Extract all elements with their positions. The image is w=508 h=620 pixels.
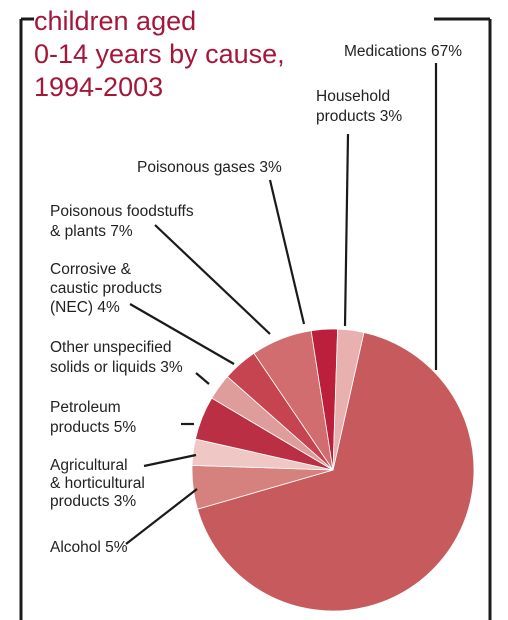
slice-label: Poisonous gases 3% — [137, 159, 282, 176]
slice-label: Agricultural — [50, 457, 128, 474]
slice-label: Household — [316, 88, 390, 105]
slice-label: Alcohol 5% — [50, 539, 128, 556]
chart-title-line: 1994-2003 — [34, 72, 163, 102]
chart-title-line: 0-14 years by cause, — [34, 39, 285, 69]
slice-label: Poisonous foodstuffs — [50, 203, 194, 220]
slice-label: products 3% — [50, 493, 136, 510]
leader-lines — [125, 63, 438, 545]
leader-line — [143, 453, 197, 468]
chart-frame — [19, 17, 492, 620]
pie-slice — [332, 328, 365, 471]
leader-line — [129, 303, 235, 365]
slice-label: & horticultural — [50, 475, 145, 492]
slice-label: Other unspecified — [50, 339, 172, 356]
slice-label: & plants 7% — [50, 223, 133, 240]
leader-line — [125, 488, 198, 545]
leader-line — [343, 133, 350, 327]
slice-label: caustic products — [50, 280, 162, 297]
slice-label: Medications 67% — [344, 43, 462, 60]
slice-label: products 5% — [50, 419, 136, 436]
slice-label: Petroleum — [50, 399, 121, 416]
pie-slice — [197, 331, 475, 612]
pie-slices — [191, 328, 475, 612]
leader-line — [154, 224, 271, 335]
slice-label: (NEC) 4% — [50, 299, 120, 316]
slice-label: products 3% — [316, 108, 402, 125]
slice-label: Corrosive & — [50, 261, 132, 278]
slice-label: solids or liquids 3% — [50, 359, 183, 376]
chart-title-line: children aged — [34, 6, 196, 36]
slice-labels: Medications 67% Alcohol 5% Agricultural& h… — [50, 43, 462, 556]
leader-line — [268, 179, 306, 325]
leader-line — [195, 372, 210, 385]
